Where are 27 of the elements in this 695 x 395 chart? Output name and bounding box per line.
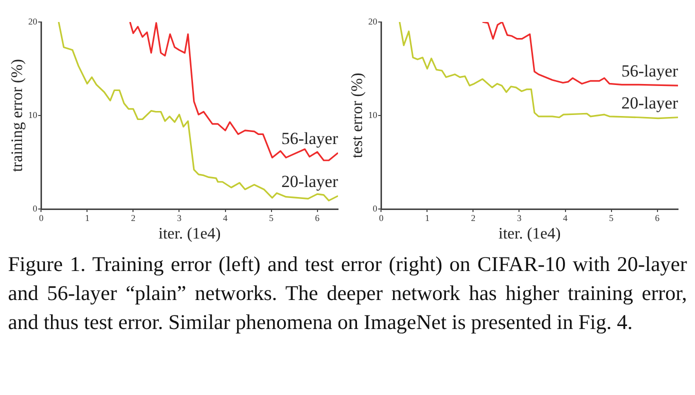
x-tick-label: 4	[223, 212, 228, 223]
series-label: 20-layer	[281, 172, 338, 191]
y-tick-label: 10	[368, 110, 378, 120]
caption: Figure 1. Training error (left) and test error (right) on CIFAR-10 with 20-layer and 56-layer “plain” networks. The deeper network has higher training error, and thus test error. Similar phenomena on ImageNet is presented in Fig. 4.	[8, 251, 687, 336]
series-label: 20-layer	[621, 93, 678, 112]
x-tick-label: 6	[655, 212, 660, 223]
x-tick-label: 6	[315, 212, 320, 223]
y-tick-label: 20	[28, 16, 38, 26]
x-tick-label: 5	[609, 212, 614, 223]
x-tick-label: 2	[130, 212, 136, 223]
y-tick-label: 0	[32, 203, 38, 214]
x-axis-title: iter. (1e4)	[498, 226, 561, 243]
y-axis-title: test error (%)	[348, 72, 366, 158]
y-tick-label: 0	[372, 203, 378, 214]
y-tick-label: 20	[368, 16, 378, 26]
series-label: 56-layer	[281, 128, 338, 148]
y-tick-label: 10	[28, 110, 38, 120]
x-tick-label: 1	[424, 212, 430, 223]
x-tick-label: 3	[516, 212, 522, 223]
x-axis-title: iter. (1e4)	[158, 226, 221, 243]
y-axis-title: training error (%)	[8, 59, 26, 172]
x-tick-label: 1	[84, 212, 90, 223]
x-tick-label: 3	[176, 212, 182, 223]
series-label: 56-layer	[621, 62, 678, 81]
x-tick-label: 2	[470, 212, 476, 223]
x-tick-label: 5	[269, 212, 274, 223]
x-tick-label: 4	[563, 212, 568, 223]
